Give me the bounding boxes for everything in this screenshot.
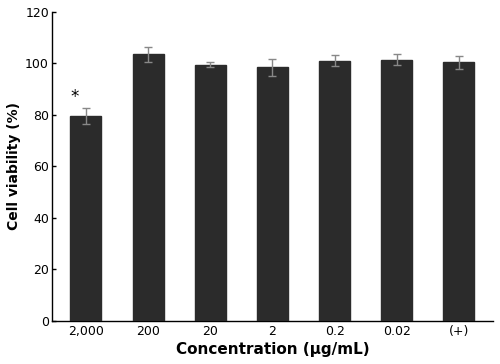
Y-axis label: Cell viability (%): Cell viability (%) [7,102,21,230]
Bar [70,116,102,321]
X-axis label: Concentration (μg/mL): Concentration (μg/mL) [176,342,369,357]
Bar [194,65,226,321]
Bar [132,54,164,321]
Text: *: * [70,88,79,106]
Bar [319,61,350,321]
Bar [381,60,412,321]
Bar [257,67,288,321]
Bar [444,62,474,321]
